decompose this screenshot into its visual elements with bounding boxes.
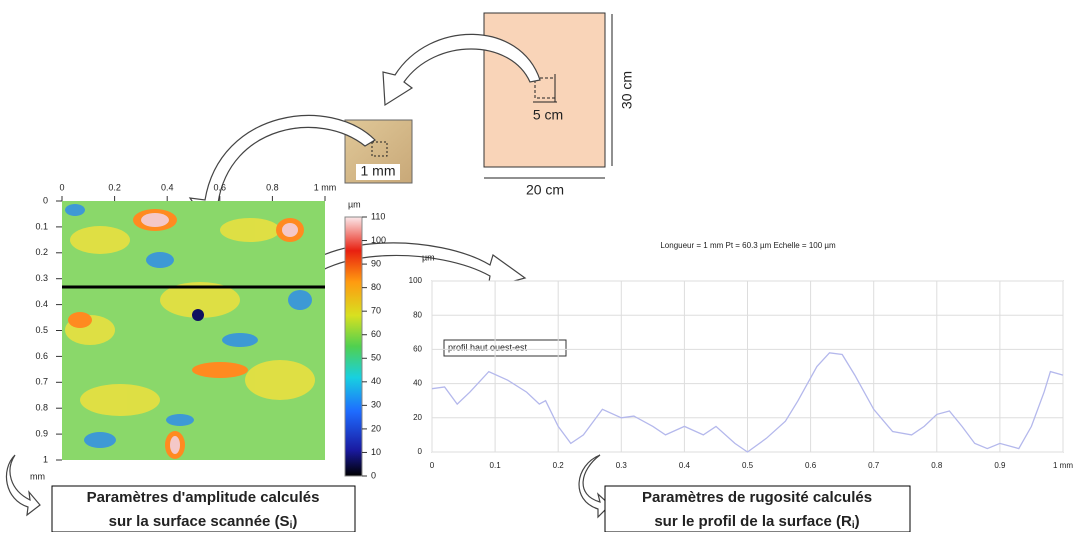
x-tick-label: 0.9 — [994, 461, 1006, 470]
x-tick-label: 0.2 — [108, 182, 121, 192]
x-tick-label: 0.8 — [266, 182, 279, 192]
caption: ) — [855, 513, 860, 530]
x-tick-label: 0.4 — [161, 182, 174, 192]
x-tick-label: 0.6 — [214, 182, 227, 192]
sample-label-box — [356, 164, 400, 180]
colorbar-unit: µm — [348, 199, 361, 209]
colorbar-tick-label: 40 — [371, 376, 381, 386]
colorbar — [344, 216, 363, 477]
caption: sur la surface scannée (S — [109, 513, 290, 530]
sample-label: 1 mm — [361, 163, 396, 179]
caption-sub: i — [852, 520, 855, 531]
profile-annotation: profil haut ouest-est — [448, 342, 528, 352]
y-tick-label: 60 — [413, 345, 422, 354]
crop-label: 5 cm — [533, 107, 563, 123]
y-tick-label: 40 — [413, 379, 422, 388]
y-tick-label: 1 — [43, 454, 48, 464]
x-tick-label: 0.1 — [490, 461, 502, 470]
y-tick-label: 0.8 — [35, 403, 48, 413]
colorbar-tick-label: 100 — [371, 235, 386, 245]
colorbar-tick-label: 30 — [371, 400, 381, 410]
x-tick-label: 0.4 — [679, 461, 691, 470]
x-tick-label: 0 — [430, 461, 435, 470]
caption: sur le profil de la surface (R — [654, 513, 852, 530]
y-tick-label: 0.9 — [35, 428, 48, 438]
y-tick-label: 0.1 — [35, 221, 48, 231]
height-label: 30 cm — [619, 71, 635, 109]
sheet — [483, 12, 606, 168]
colorbar-tick-label: 60 — [371, 329, 381, 339]
x-tick-label: 0.2 — [553, 461, 565, 470]
colorbar-tick-label: 110 — [371, 211, 385, 221]
profile-title: Longueur = 1 mm Pt = 60.3 µm Echelle = 1… — [660, 241, 836, 250]
y-tick-label: 0.2 — [35, 247, 48, 257]
x-tick-label: 0.5 — [742, 461, 754, 470]
x-tick-label: 0 — [59, 182, 64, 192]
y-tick-label: 0.4 — [35, 299, 48, 309]
caption: ) — [292, 513, 297, 530]
caption: sur la surface scannée (Si) — [109, 513, 298, 531]
colorbar-tick-label: 50 — [371, 353, 381, 363]
y-tick-label: 0 — [43, 195, 48, 205]
map-y-unit: mm — [30, 471, 45, 481]
profile-line — [431, 352, 1064, 453]
annotation-box — [443, 339, 567, 357]
y-tick-label: 0.3 — [35, 273, 48, 283]
y-tick-label: 0.6 — [35, 351, 48, 361]
sample-crop — [371, 141, 388, 157]
y-tick-label: 80 — [413, 310, 422, 319]
y-tick-label: 0.5 — [35, 325, 48, 335]
caption-box — [604, 485, 911, 533]
caption-sub: i — [290, 520, 293, 531]
x-tick-label: 0.6 — [805, 461, 817, 470]
y-tick-label: 0 — [418, 447, 423, 456]
x-tick-label: 0.8 — [931, 461, 943, 470]
profile-y-unit: µm — [422, 252, 435, 262]
colorbar-tick-label: 0 — [371, 470, 376, 480]
y-tick-label: 0.7 — [35, 377, 48, 387]
caption: sur le profil de la surface (Ri) — [654, 513, 859, 531]
dimension-lines — [484, 14, 613, 179]
y-tick-label: 100 — [409, 276, 423, 285]
caption: Paramètres d'amplitude calculés — [87, 489, 320, 506]
x-tick-label: 0.7 — [868, 461, 880, 470]
caption: Paramètres de rugosité calculés — [642, 489, 872, 506]
x-tick-label: 1 mm — [1053, 461, 1073, 470]
colorbar-tick-label: 70 — [371, 306, 381, 316]
y-tick-label: 20 — [413, 413, 422, 422]
colorbar-tick-label: 10 — [371, 447, 381, 457]
x-tick-label: 0.3 — [616, 461, 628, 470]
colorbar-tick-label: 80 — [371, 282, 381, 292]
width-label: 20 cm — [526, 182, 564, 198]
colorbar-tick-label: 90 — [371, 258, 381, 268]
surface-map — [62, 201, 325, 460]
colorbar-tick-label: 20 — [371, 423, 381, 433]
x-tick-label: 1 mm — [314, 182, 337, 192]
